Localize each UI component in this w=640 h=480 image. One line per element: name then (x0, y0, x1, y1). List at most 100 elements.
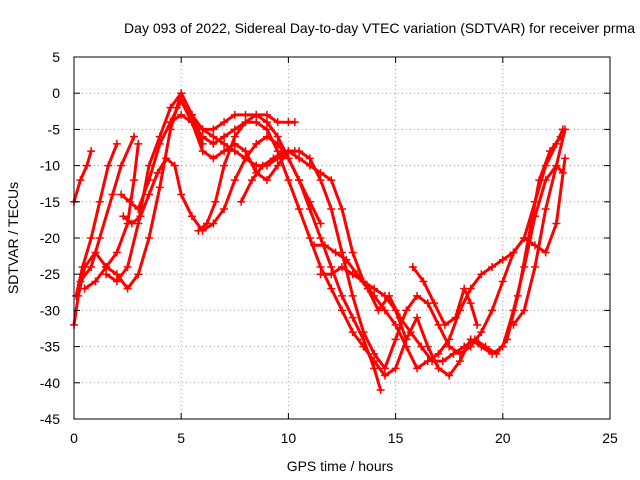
data-point-marker (348, 328, 357, 337)
data-point-marker (95, 197, 104, 206)
data-point-marker (194, 226, 203, 235)
data-point-marker (262, 125, 271, 134)
data-point-marker (488, 262, 497, 271)
data-point-marker (280, 147, 289, 156)
data-point-marker (273, 118, 282, 127)
data-point-marker (123, 284, 132, 293)
data-point-marker (95, 234, 104, 242)
data-point-marker (560, 154, 569, 163)
data-point-marker (359, 277, 368, 286)
data-point-marker (488, 306, 497, 315)
data-point-marker (331, 248, 340, 257)
data-point-marker (290, 147, 299, 156)
data-point-marker (209, 154, 218, 163)
data-point-marker (428, 357, 437, 366)
data-point-marker (290, 118, 299, 127)
data-point-marker (108, 190, 117, 199)
data-point-marker (305, 154, 314, 163)
data-point-marker (445, 371, 454, 380)
data-series-track-2 (72, 139, 121, 300)
data-point-marker (127, 219, 136, 228)
x-tick-label: 10 (281, 430, 297, 446)
data-point-marker (408, 262, 417, 271)
data-point-marker (262, 176, 271, 185)
data-point-marker (434, 349, 443, 358)
y-tick-label: -5 (48, 121, 61, 137)
data-series-track-8 (119, 132, 325, 235)
data-point-marker (338, 262, 346, 271)
data-point-marker (327, 262, 336, 271)
y-tick-label: -10 (40, 158, 60, 174)
data-point-marker (202, 219, 211, 228)
data-point-marker (535, 176, 544, 185)
data-point-marker (370, 284, 379, 293)
data-point-marker (417, 342, 426, 351)
data-point-marker (295, 154, 304, 163)
data-point-marker (198, 132, 207, 141)
y-tick-label: 0 (52, 85, 60, 101)
data-point-marker (316, 219, 325, 228)
data-point-marker (545, 147, 554, 156)
data-point-marker (230, 176, 239, 185)
data-point-marker (413, 364, 422, 373)
data-point-marker (258, 161, 267, 170)
data-point-marker (112, 270, 121, 279)
data-point-marker (134, 139, 143, 148)
data-point-marker (284, 154, 293, 163)
series-line (78, 135, 136, 283)
data-point-marker (119, 212, 128, 221)
data-point-marker (380, 291, 389, 300)
data-point-marker (230, 147, 239, 156)
data-point-marker (155, 183, 164, 192)
data-series-track-16 (509, 125, 569, 329)
data-point-marker (520, 306, 529, 315)
data-point-marker (177, 96, 186, 105)
data-point-marker (155, 139, 164, 148)
data-point-marker (177, 89, 186, 98)
data-point-marker (145, 234, 154, 242)
data-point-marker (145, 176, 154, 185)
data-point-marker (430, 299, 439, 308)
series-line (411, 265, 479, 327)
y-tick-label: -30 (40, 302, 60, 318)
data-point-marker (316, 234, 325, 242)
data-point-marker (153, 168, 162, 177)
data-point-marker (198, 125, 207, 134)
data-point-marker (284, 176, 293, 185)
data-point-marker (166, 118, 175, 127)
y-tick-label: 5 (52, 49, 60, 65)
data-point-marker (211, 197, 220, 206)
data-point-marker (338, 291, 346, 300)
data-point-marker (492, 349, 501, 358)
y-tick-label: -15 (40, 194, 60, 210)
data-point-marker (466, 299, 475, 308)
data-point-marker (327, 284, 336, 293)
data-point-marker (130, 176, 139, 185)
data-series-track-13 (310, 132, 565, 366)
data-point-marker (220, 118, 229, 127)
data-point-marker (177, 110, 186, 119)
data-point-marker (376, 386, 385, 395)
data-point-marker (310, 241, 319, 250)
y-tick-label: -40 (40, 375, 60, 391)
data-point-marker (413, 291, 422, 300)
data-point-marker (209, 132, 218, 141)
data-point-marker (305, 234, 314, 242)
data-point-marker (162, 154, 171, 163)
series-line (72, 149, 93, 204)
data-point-marker (112, 139, 121, 148)
data-point-marker (273, 161, 282, 170)
data-point-marker (406, 328, 415, 337)
data-point-marker (117, 190, 126, 199)
data-point-marker (295, 205, 304, 214)
data-series-track-1 (70, 147, 96, 206)
data-point-marker (473, 320, 482, 329)
series-line (512, 127, 567, 327)
data-series-track-14 (316, 262, 411, 344)
data-point-marker (503, 335, 512, 344)
data-point-marker (316, 176, 325, 185)
data-point-marker (460, 284, 469, 293)
data-point-marker (348, 248, 357, 257)
data-point-marker (338, 205, 346, 214)
